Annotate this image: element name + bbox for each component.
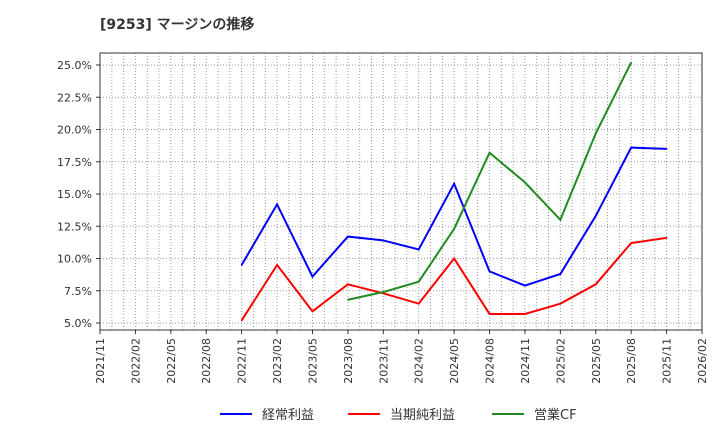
data-point xyxy=(630,146,632,149)
series-line-0 xyxy=(240,146,667,287)
x-tick-label: 2023/08 xyxy=(342,338,355,384)
data-point xyxy=(665,148,668,150)
x-tick-label: 2024/02 xyxy=(413,338,426,384)
data-point xyxy=(488,313,491,315)
y-tick-label: 15.0% xyxy=(57,188,92,201)
data-point xyxy=(524,284,526,287)
x-tick-label: 2024/05 xyxy=(448,338,461,384)
x-tick-label: 2021/11 xyxy=(94,338,107,384)
data-point xyxy=(276,264,278,266)
x-tick-label: 2026/02 xyxy=(696,338,709,384)
y-tick-label: 20.0% xyxy=(57,124,92,137)
chart-title: [9253] マージンの推移 xyxy=(100,17,255,33)
data-point xyxy=(488,151,491,154)
data-point xyxy=(559,219,562,221)
data-point xyxy=(559,302,562,305)
y-tick-label: 17.5% xyxy=(57,156,92,169)
data-point xyxy=(417,248,420,251)
data-point xyxy=(665,237,668,239)
data-point xyxy=(594,215,597,217)
x-tick-label: 2023/02 xyxy=(271,338,284,384)
data-point xyxy=(240,264,243,266)
data-point xyxy=(311,275,314,278)
data-point xyxy=(311,310,314,313)
x-tick-label: 2025/02 xyxy=(554,338,567,384)
x-tick-label: 2025/05 xyxy=(590,338,603,384)
legend-label: 当期純利益 xyxy=(390,408,455,423)
data-point xyxy=(382,239,385,242)
x-tick-label: 2022/08 xyxy=(200,338,213,384)
y-tick-label: 22.5% xyxy=(57,91,92,104)
legend-label: 経常利益 xyxy=(262,408,314,423)
data-point xyxy=(630,242,632,244)
data-point xyxy=(594,132,597,135)
data-point xyxy=(347,235,349,238)
data-point xyxy=(417,280,420,283)
data-point xyxy=(524,313,526,315)
data-point xyxy=(417,302,420,305)
x-tick-label: 2024/08 xyxy=(484,338,497,384)
x-tick-label: 2023/11 xyxy=(377,338,390,384)
x-tick-label: 2023/05 xyxy=(306,338,319,384)
x-tick-label: 2025/08 xyxy=(625,338,638,384)
data-point xyxy=(488,270,491,273)
data-point xyxy=(276,203,278,206)
data-point xyxy=(382,291,385,293)
data-point xyxy=(453,182,455,185)
x-tick-label: 2022/11 xyxy=(236,338,249,384)
legend-label: 営業CF xyxy=(534,407,577,423)
y-tick-label: 7.5% xyxy=(64,285,92,298)
y-tick-label: 10.0% xyxy=(57,253,92,266)
data-point xyxy=(347,298,349,301)
data-point xyxy=(559,273,562,275)
data-point xyxy=(594,283,597,286)
y-tick-label: 12.5% xyxy=(57,220,92,233)
data-point xyxy=(453,228,455,230)
data-point xyxy=(524,181,526,184)
x-tick-label: 2022/02 xyxy=(129,338,142,384)
x-tick-label: 2024/11 xyxy=(519,338,532,384)
data-point xyxy=(630,61,632,64)
data-point xyxy=(347,283,349,286)
plot-border xyxy=(99,52,703,331)
data-point xyxy=(240,319,243,322)
x-tick-label: 2025/11 xyxy=(661,338,674,384)
y-tick-label: 5.0% xyxy=(64,317,92,330)
y-tick-label: 25.0% xyxy=(57,59,92,72)
x-tick-label: 2022/05 xyxy=(165,338,178,384)
data-point xyxy=(453,257,455,260)
